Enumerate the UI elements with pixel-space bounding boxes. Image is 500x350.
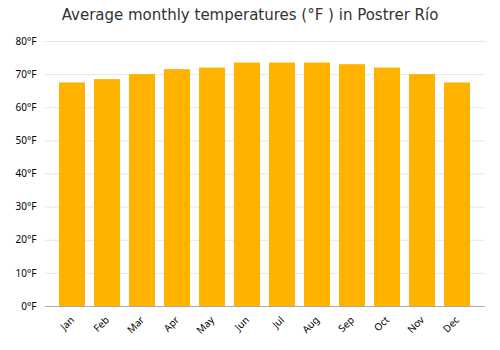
- svg-text:Dec: Dec: [439, 313, 462, 336]
- svg-text:60°F: 60°F: [16, 100, 37, 114]
- svg-text:30°F: 30°F: [16, 199, 37, 213]
- svg-text:Apr: Apr: [160, 313, 182, 335]
- svg-text:Sep: Sep: [335, 313, 357, 335]
- svg-text:Jun: Jun: [231, 313, 252, 334]
- svg-text:Nov: Nov: [404, 312, 428, 336]
- svg-text:Mar: Mar: [124, 313, 147, 336]
- svg-text:Feb: Feb: [90, 313, 112, 335]
- svg-text:Aug: Aug: [299, 313, 322, 336]
- svg-text:80°F: 80°F: [16, 34, 37, 48]
- html-text:Average monthly temperatures (: Average monthly temperatures (°F ) in Po…: [61, 6, 439, 24]
- svg-text:Jan: Jan: [56, 313, 77, 334]
- svg-text:20°F: 20°F: [16, 232, 37, 246]
- svg-text:70°F: 70°F: [16, 67, 37, 81]
- svg-text:10°F: 10°F: [16, 266, 37, 280]
- svg-text:50°F: 50°F: [16, 133, 37, 147]
- svg-text:0°F: 0°F: [21, 299, 36, 313]
- svg-text:May: May: [193, 312, 218, 337]
- svg-text:Oct: Oct: [371, 313, 393, 335]
- svg-text:40°F: 40°F: [16, 166, 37, 180]
- svg-text:Jul: Jul: [268, 313, 287, 332]
